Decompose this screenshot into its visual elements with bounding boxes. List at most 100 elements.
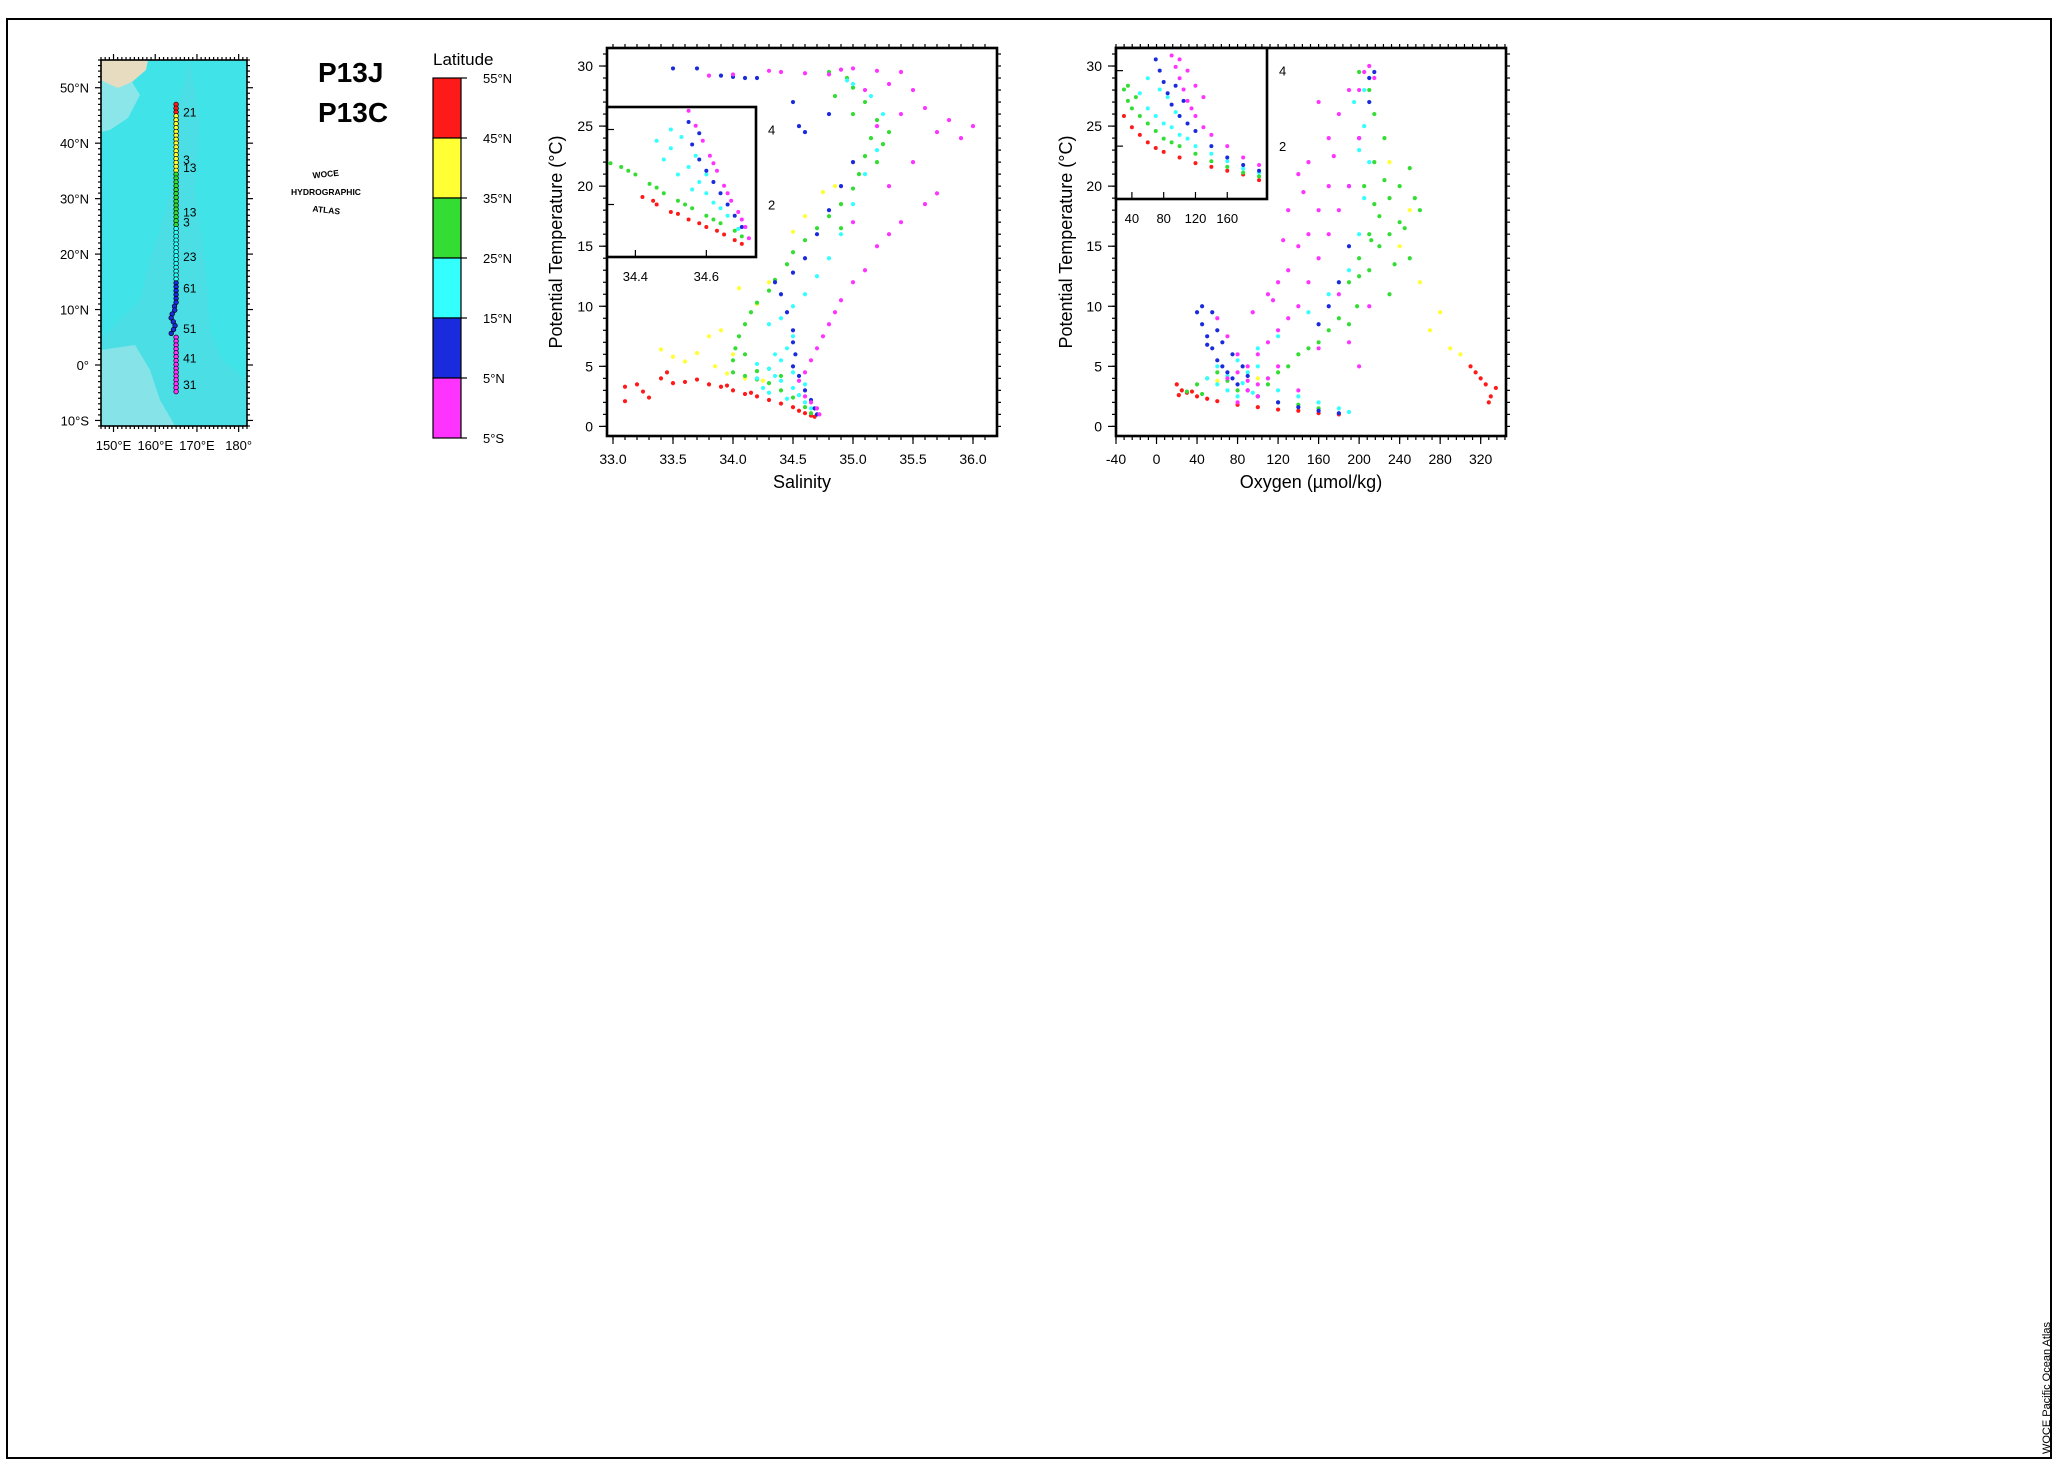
data-point-35-45N xyxy=(832,184,838,189)
legend-label: 35°N xyxy=(483,191,512,206)
data-point-45-55N xyxy=(1225,168,1230,173)
data-point-25-35N xyxy=(778,373,784,379)
to-inset-points xyxy=(1121,53,1262,183)
data-point-45-55N xyxy=(1473,370,1478,375)
data-point-35-45N xyxy=(1397,244,1402,249)
y-tick-label: 25 xyxy=(577,118,593,134)
data-point-45-55N xyxy=(634,382,640,387)
data-point-15-25N xyxy=(1145,106,1150,111)
y-tick-label: 0 xyxy=(1094,418,1102,434)
data-point-25-35N xyxy=(1417,208,1422,213)
data-point-15-25N xyxy=(784,346,790,351)
track-station xyxy=(173,388,179,395)
x-tick-label: 34.0 xyxy=(719,451,746,467)
data-point-5-15N xyxy=(796,123,802,129)
data-point-5-15N xyxy=(814,232,820,237)
data-point-15-25N xyxy=(1241,166,1246,171)
data-point-5S-5N xyxy=(1209,132,1214,137)
data-point-25-35N xyxy=(1412,196,1417,201)
station-number-label: 61 xyxy=(183,281,197,295)
data-point-25-35N xyxy=(1137,113,1142,118)
data-point-45-55N xyxy=(722,232,727,237)
data-point-5S-5N xyxy=(736,210,741,214)
data-point-5S-5N xyxy=(910,160,916,165)
data-point-25-35N xyxy=(808,411,814,416)
data-point-5S-5N xyxy=(711,161,716,166)
data-point-5-15N xyxy=(1367,99,1372,105)
x-tick-label: 80 xyxy=(1230,451,1246,467)
data-point-5S-5N xyxy=(802,394,808,399)
data-point-5S-5N xyxy=(1306,160,1311,165)
data-point-5S-5N xyxy=(1326,232,1331,237)
data-point-45-55N xyxy=(1137,132,1142,137)
data-point-5-15N xyxy=(802,256,808,261)
legend-box-lat_5_15N xyxy=(432,317,462,379)
x-tick-label: 34.4 xyxy=(623,269,648,284)
data-point-45-55N xyxy=(622,399,628,404)
data-point-25-35N xyxy=(1121,87,1126,92)
data-point-25-35N xyxy=(766,288,772,293)
data-point-25-35N xyxy=(850,186,856,191)
data-point-25-35N xyxy=(1346,322,1352,327)
data-point-35-45N xyxy=(1407,208,1412,213)
data-point-45-55N xyxy=(686,217,691,222)
data-point-15-25N xyxy=(675,172,680,177)
to-inset-y-tick-labels: 24 xyxy=(1279,64,1286,154)
data-point-5S-5N xyxy=(814,406,820,411)
data-point-25-35N xyxy=(790,250,796,255)
data-point-5-15N xyxy=(1220,364,1225,369)
data-point-45-55N xyxy=(646,395,652,400)
x-tick-label: 33.5 xyxy=(659,451,686,467)
data-point-45-55N xyxy=(675,211,680,216)
data-point-35-45N xyxy=(1255,376,1260,381)
x-tick-label: 160 xyxy=(1307,451,1331,467)
data-point-15-25N xyxy=(1161,121,1166,126)
y-tick-label: 4 xyxy=(1279,64,1286,79)
data-point-5S-5N xyxy=(934,129,940,135)
data-point-45-55N xyxy=(1493,385,1498,391)
data-point-45-55N xyxy=(670,381,676,386)
data-point-25-35N xyxy=(1372,160,1377,165)
data-point-25-35N xyxy=(619,165,624,169)
x-tick-label: 200 xyxy=(1347,451,1371,467)
data-point-5S-5N xyxy=(1245,378,1250,383)
data-point-15-25N xyxy=(1351,99,1357,105)
data-point-5S-5N xyxy=(1185,68,1190,73)
data-point-5S-5N xyxy=(1316,346,1321,351)
data-point-25-35N xyxy=(1367,268,1372,273)
data-point-15-25N xyxy=(772,373,778,379)
data-point-45-55N xyxy=(1174,382,1179,387)
data-point-5-15N xyxy=(1225,155,1230,160)
data-point-5S-5N xyxy=(1265,292,1271,297)
data-point-25-35N xyxy=(1193,151,1198,156)
x-tick-label: 35.0 xyxy=(839,451,866,467)
data-point-25-35N xyxy=(1225,164,1230,169)
data-point-5S-5N xyxy=(898,69,904,75)
data-point-5S-5N xyxy=(1336,292,1341,297)
data-point-5S-5N xyxy=(850,220,856,225)
data-point-5S-5N xyxy=(707,153,712,158)
data-point-45-55N xyxy=(718,384,724,389)
data-point-5-15N xyxy=(1275,400,1281,405)
data-point-5-15N xyxy=(1220,340,1225,345)
data-point-15-25N xyxy=(814,274,820,279)
legend-label: 45°N xyxy=(483,131,512,146)
data-point-35-45N xyxy=(1438,310,1443,315)
data-point-5S-5N xyxy=(808,358,814,363)
data-point-5S-5N xyxy=(1225,144,1230,149)
data-point-25-35N xyxy=(1336,316,1341,321)
ts-inset-plot: 34.4 34.6 24 xyxy=(605,105,775,284)
data-point-5S-5N xyxy=(729,198,734,203)
data-point-5S-5N xyxy=(1331,154,1336,159)
legend-color-boxes xyxy=(432,77,462,439)
data-point-5S-5N xyxy=(874,244,880,249)
data-point-15-25N xyxy=(1169,125,1174,130)
data-point-25-35N xyxy=(1397,220,1402,225)
data-point-25-35N xyxy=(1215,370,1220,375)
data-point-45-55N xyxy=(1193,161,1198,166)
data-point-45-55N xyxy=(654,202,659,207)
data-point-5S-5N xyxy=(746,236,751,241)
data-point-5-15N xyxy=(1200,304,1205,309)
station-number-label: 41 xyxy=(183,351,197,365)
data-point-15-25N xyxy=(654,138,659,143)
